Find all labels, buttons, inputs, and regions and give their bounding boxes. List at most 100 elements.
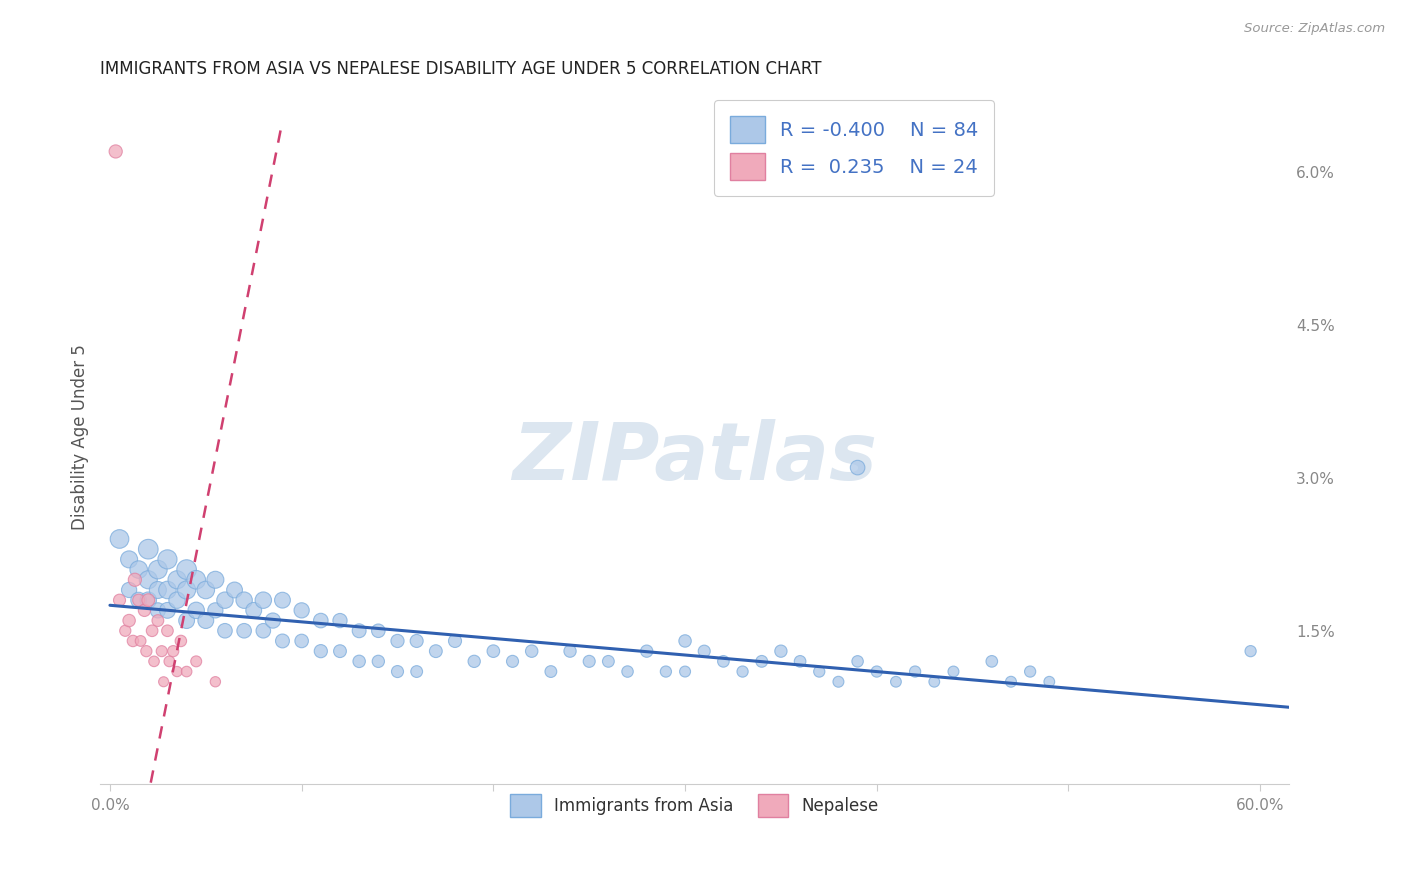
Point bbox=[118, 582, 141, 597]
Point bbox=[616, 665, 638, 679]
Point bbox=[502, 654, 524, 668]
Point bbox=[128, 593, 150, 607]
Legend: Immigrants from Asia, Nepalese: Immigrants from Asia, Nepalese bbox=[503, 787, 886, 824]
Point bbox=[329, 614, 352, 628]
Point bbox=[846, 460, 869, 475]
Point bbox=[655, 665, 678, 679]
Point bbox=[387, 665, 409, 679]
Point bbox=[104, 145, 127, 159]
Point bbox=[291, 634, 314, 648]
Point bbox=[866, 665, 889, 679]
Point bbox=[204, 573, 226, 587]
Point bbox=[1239, 644, 1261, 658]
Text: IMMIGRANTS FROM ASIA VS NEPALESE DISABILITY AGE UNDER 5 CORRELATION CHART: IMMIGRANTS FROM ASIA VS NEPALESE DISABIL… bbox=[100, 60, 823, 78]
Point bbox=[713, 654, 735, 668]
Point bbox=[156, 603, 179, 617]
Point bbox=[162, 644, 184, 658]
Point bbox=[194, 582, 217, 597]
Point bbox=[482, 644, 505, 658]
Point bbox=[214, 593, 236, 607]
Point bbox=[136, 593, 159, 607]
Point bbox=[186, 654, 208, 668]
Point bbox=[176, 665, 198, 679]
Point bbox=[252, 593, 274, 607]
Point bbox=[673, 634, 696, 648]
Point bbox=[124, 573, 146, 587]
Point bbox=[128, 593, 150, 607]
Point bbox=[186, 573, 208, 587]
Point bbox=[347, 654, 370, 668]
Point bbox=[156, 582, 179, 597]
Point bbox=[540, 665, 562, 679]
Point bbox=[166, 593, 188, 607]
Point bbox=[118, 614, 141, 628]
Point bbox=[114, 624, 136, 638]
Point bbox=[347, 624, 370, 638]
Point bbox=[942, 665, 965, 679]
Text: ZIPatlas: ZIPatlas bbox=[512, 419, 877, 497]
Point bbox=[520, 644, 543, 658]
Point bbox=[166, 573, 188, 587]
Point bbox=[405, 634, 427, 648]
Point bbox=[598, 654, 620, 668]
Point bbox=[204, 674, 226, 689]
Point bbox=[135, 644, 157, 658]
Point bbox=[578, 654, 600, 668]
Point bbox=[214, 624, 236, 638]
Point bbox=[156, 552, 179, 566]
Point bbox=[252, 624, 274, 638]
Point bbox=[176, 614, 198, 628]
Point bbox=[233, 624, 256, 638]
Point bbox=[558, 644, 581, 658]
Point bbox=[242, 603, 264, 617]
Point bbox=[170, 634, 193, 648]
Point bbox=[157, 654, 180, 668]
Point bbox=[309, 614, 332, 628]
Point bbox=[425, 644, 447, 658]
Point bbox=[1038, 674, 1060, 689]
Point bbox=[146, 603, 169, 617]
Point bbox=[271, 634, 294, 648]
Point bbox=[387, 634, 409, 648]
Point bbox=[233, 593, 256, 607]
Point bbox=[129, 634, 152, 648]
Point bbox=[329, 644, 352, 658]
Text: Source: ZipAtlas.com: Source: ZipAtlas.com bbox=[1244, 22, 1385, 36]
Point bbox=[152, 674, 174, 689]
Point bbox=[1019, 665, 1042, 679]
Point bbox=[405, 665, 427, 679]
Point bbox=[731, 665, 754, 679]
Point bbox=[463, 654, 485, 668]
Point bbox=[291, 603, 314, 617]
Point bbox=[141, 624, 163, 638]
Point bbox=[271, 593, 294, 607]
Point bbox=[194, 614, 217, 628]
Point bbox=[176, 582, 198, 597]
Point bbox=[150, 644, 173, 658]
Point bbox=[367, 654, 389, 668]
Point bbox=[808, 665, 831, 679]
Point bbox=[444, 634, 467, 648]
Point bbox=[693, 644, 716, 658]
Point bbox=[134, 603, 156, 617]
Point bbox=[769, 644, 792, 658]
Point bbox=[204, 603, 226, 617]
Point bbox=[846, 654, 869, 668]
Point bbox=[108, 593, 131, 607]
Point bbox=[122, 634, 145, 648]
Point bbox=[186, 603, 208, 617]
Point bbox=[166, 665, 188, 679]
Point bbox=[673, 665, 696, 679]
Point bbox=[136, 573, 159, 587]
Point bbox=[827, 674, 849, 689]
Y-axis label: Disability Age Under 5: Disability Age Under 5 bbox=[72, 344, 89, 530]
Point bbox=[146, 563, 169, 577]
Point bbox=[146, 614, 169, 628]
Point bbox=[128, 563, 150, 577]
Point bbox=[224, 582, 246, 597]
Point bbox=[108, 532, 131, 546]
Point bbox=[136, 593, 159, 607]
Point bbox=[309, 644, 332, 658]
Point bbox=[156, 624, 179, 638]
Point bbox=[884, 674, 907, 689]
